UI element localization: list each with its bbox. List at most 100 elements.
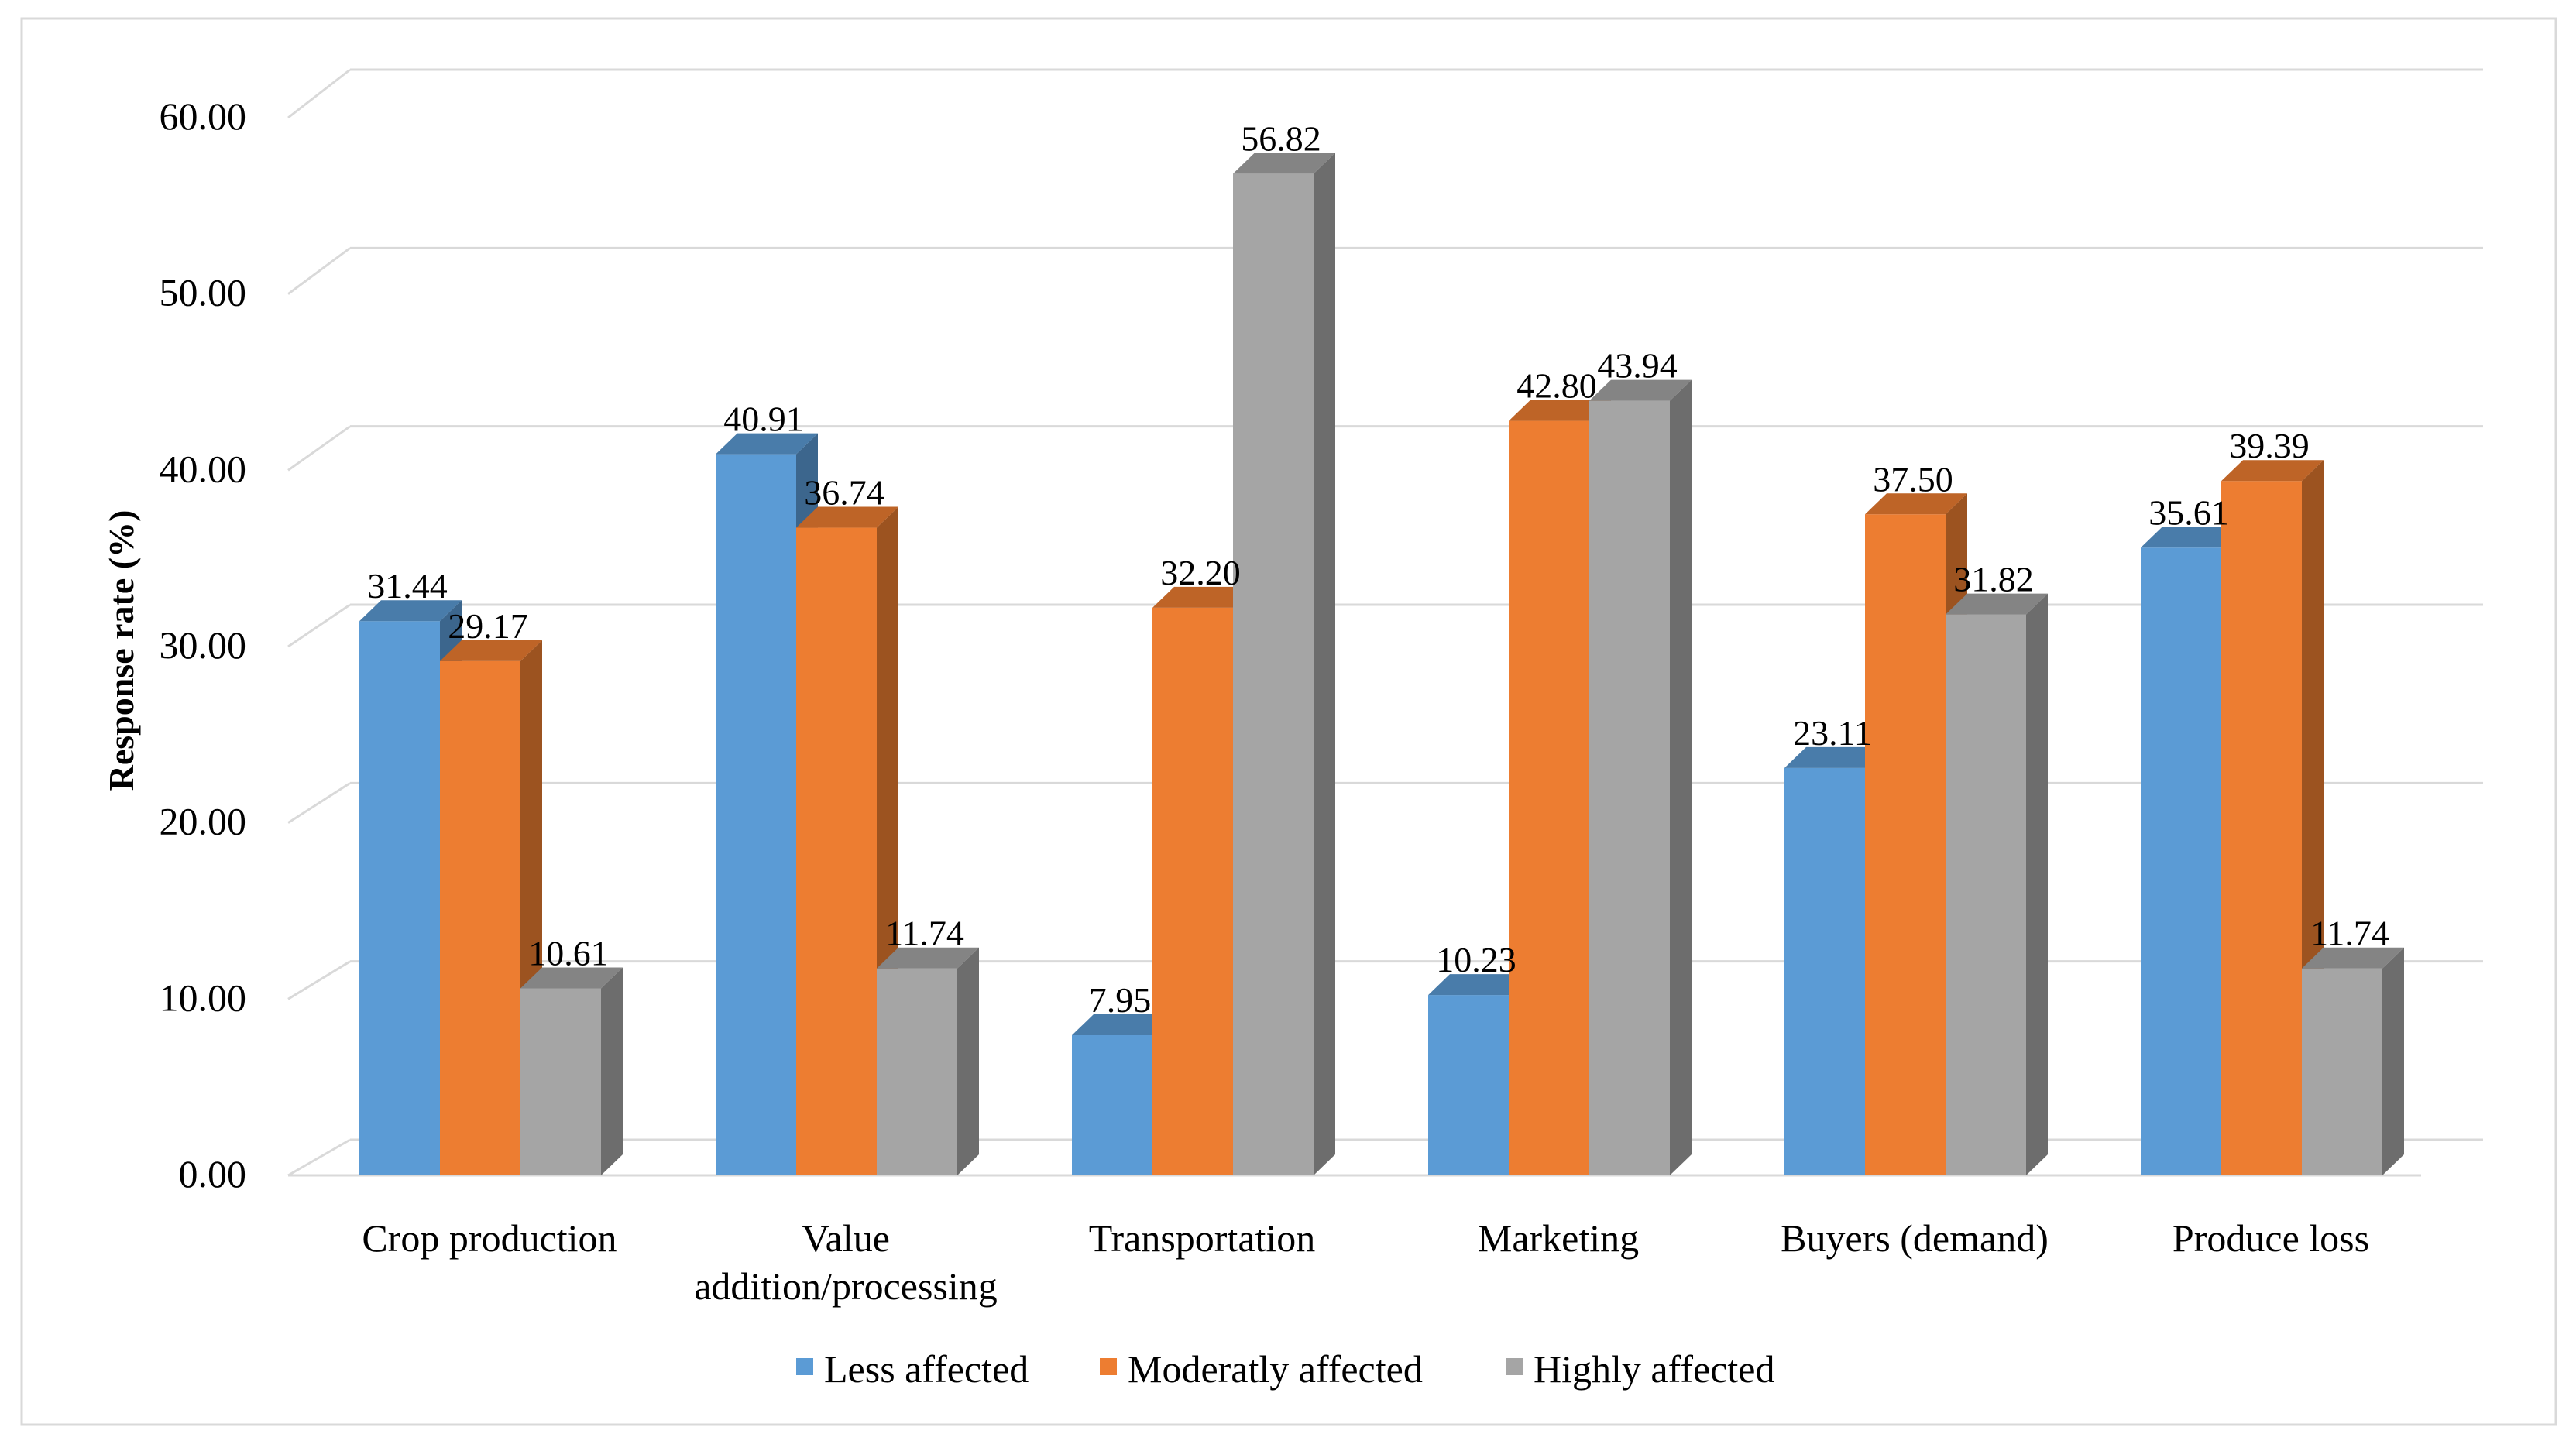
bar-top [796,506,898,528]
bar-front [796,527,877,1175]
data-label: 7.95 [1089,980,1152,1020]
bar-top [359,600,462,622]
bar-front [1946,614,2026,1175]
data-label: 29.17 [448,606,528,646]
y-tick-label: 20.00 [160,800,247,843]
bar-top [1865,493,1967,515]
bar [877,947,979,1175]
y-tick-label: 40.00 [160,447,247,490]
data-label: 40.91 [723,400,804,439]
x-category-label: Transportation [1089,1216,1316,1260]
legend: Less affected Moderatly affected Highly af… [796,1347,1774,1391]
bar-side [2382,947,2404,1175]
x-category-label: Value [802,1216,890,1260]
y-axis-ticks: 0.00 10.00 20.00 30.00 40.00 50.00 60.00 [160,94,247,1195]
bar-top [716,433,818,455]
x-category-label: Marketing [1478,1216,1639,1260]
bar-front [1589,400,1670,1175]
bar-front [1509,420,1589,1175]
gridline-diag [287,425,351,472]
x-category-label: Buyers (demand) [1781,1216,2049,1260]
bar-top [1946,593,2048,615]
bar-side [957,947,979,1175]
bar-top [877,947,979,969]
data-label: 11.74 [2310,914,2389,953]
bar-front [2302,968,2382,1175]
gridline-diag [287,603,351,648]
gridline-diag [287,247,351,295]
bar-top [2141,527,2243,548]
bar [1946,593,2048,1175]
data-label: 35.61 [2148,492,2229,532]
bar-front [1233,173,1314,1176]
legend-label: Highly affected [1534,1347,1774,1391]
legend-swatch [796,1358,813,1375]
bar [520,967,623,1175]
bar-top [1233,153,1335,174]
bar-front [2141,547,2221,1175]
x-category-label: addition/processing [694,1264,998,1308]
data-label: 56.82 [1241,118,1321,158]
bar [2141,527,2243,1175]
gridline-diag [287,68,351,119]
legend-item: Moderatly affected [1100,1347,1423,1391]
data-label: 36.74 [804,473,884,513]
bar-top [1152,586,1255,608]
legend-item: Less affected [796,1347,1029,1391]
y-axis-title: Response rate (%) [101,510,141,791]
bar-side [601,967,623,1175]
data-label: 23.11 [1793,713,1872,753]
bar-top [520,967,623,989]
x-category-label: Crop production [362,1216,617,1260]
bar-top [440,640,542,661]
y-tick-label: 50.00 [160,271,247,314]
gridlines [287,68,2483,1177]
data-label: 43.94 [1597,346,1678,386]
legend-item: Highly affected [1506,1347,1774,1391]
gridline-diag [287,960,351,1000]
bar-side [1314,153,1335,1176]
y-tick-label: 0.00 [179,1152,247,1195]
bar-front [1865,514,1946,1175]
bar-front [1784,767,1865,1175]
x-category-label: Produce loss [2172,1216,2369,1260]
bar-front [359,621,440,1175]
gridline-diag [287,1138,351,1177]
data-label: 32.20 [1160,553,1241,592]
data-label: 10.61 [528,933,609,972]
bar-front [520,988,601,1175]
legend-swatch [1100,1358,1117,1375]
bar-top [2302,947,2404,969]
bar [1589,379,1692,1175]
data-label: 10.23 [1436,940,1516,979]
bar [2302,947,2404,1175]
legend-label: Less affected [824,1347,1029,1391]
y-tick-label: 60.00 [160,94,247,138]
bar-front [1152,607,1233,1175]
legend-label: Moderatly affected [1128,1347,1423,1391]
bar-top [1784,746,1887,768]
data-label: 42.80 [1516,366,1597,406]
bar-top [1589,379,1692,401]
bar-side [2026,593,2048,1175]
data-label: 11.74 [885,914,964,953]
bar-front [1072,1035,1152,1175]
bar-front [877,968,957,1175]
y-tick-label: 30.00 [160,623,247,667]
bar-top [1428,974,1530,996]
bar-top [1509,400,1611,421]
bar-top [1072,1014,1174,1036]
bar-front [1428,995,1509,1175]
data-label: 31.44 [367,566,448,605]
bar-front [440,660,520,1175]
bar [1233,153,1335,1176]
bar-top [2221,460,2324,482]
data-label: 39.39 [2229,426,2310,465]
legend-swatch [1506,1358,1523,1375]
bar-front [716,454,796,1175]
gridline-diag [287,782,351,824]
